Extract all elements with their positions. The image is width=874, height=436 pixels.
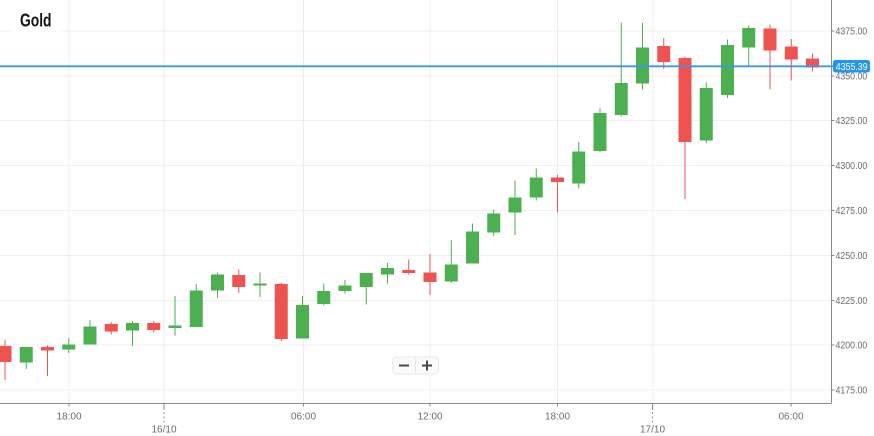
svg-text:4200.00: 4200.00: [836, 341, 868, 352]
svg-text:4325.00: 4325.00: [836, 116, 868, 127]
svg-text:06:00: 06:00: [291, 412, 316, 423]
svg-text:18:00: 18:00: [545, 412, 570, 423]
svg-text:Gold: Gold: [20, 11, 52, 31]
svg-text:4250.00: 4250.00: [836, 251, 868, 262]
svg-text:17/10: 17/10: [640, 425, 665, 436]
svg-text:18:00: 18:00: [56, 412, 81, 423]
svg-text:12:00: 12:00: [417, 412, 442, 423]
svg-text:4225.00: 4225.00: [836, 296, 868, 307]
svg-text:4300.00: 4300.00: [836, 161, 868, 172]
svg-text:06:00: 06:00: [778, 412, 803, 423]
svg-text:4175.00: 4175.00: [836, 386, 868, 397]
svg-text:4275.00: 4275.00: [836, 206, 868, 217]
svg-text:16/10: 16/10: [151, 425, 176, 436]
svg-text:4375.00: 4375.00: [836, 27, 868, 38]
svg-text:4350.00: 4350.00: [836, 72, 868, 83]
svg-text:4355.39: 4355.39: [836, 62, 868, 73]
